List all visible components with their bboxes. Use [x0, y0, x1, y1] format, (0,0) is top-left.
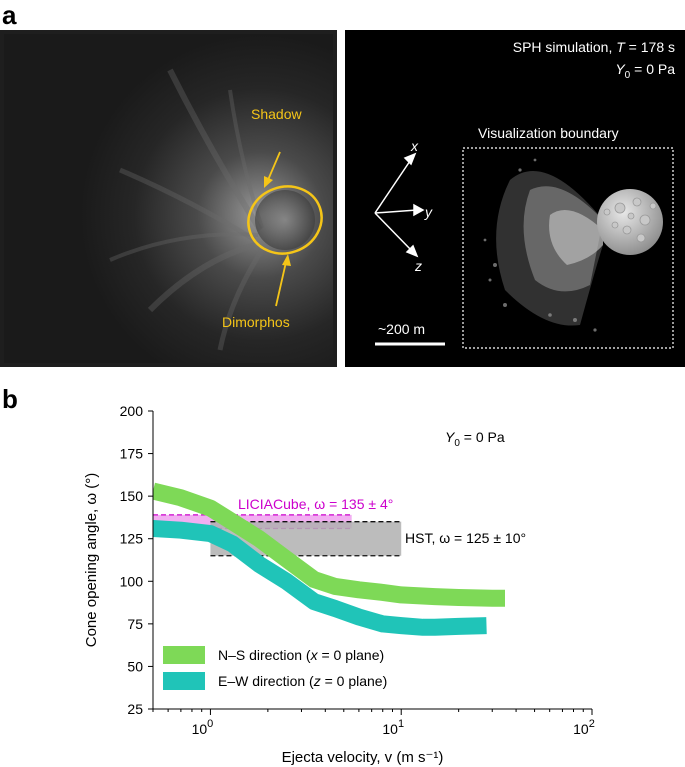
axis-y-label: y: [424, 204, 433, 220]
dimorphos-outline: [247, 185, 323, 255]
dimorphos-label: Dimorphos: [222, 314, 290, 330]
y-tick-label: 100: [120, 573, 144, 589]
legend-swatch-ns: [163, 646, 205, 664]
x-tick-label: 100: [192, 718, 214, 737]
panel-b-letter: b: [2, 384, 18, 414]
cone-angle-chart: 200 175 150 125 100 75 50 25 100 101 102 Cone open…: [83, 403, 595, 766]
observation-image-panel: Shadow Dimorphos: [0, 30, 337, 367]
dimorphos-body: [255, 190, 315, 250]
visualization-boundary-label: Visualization boundary: [478, 125, 619, 141]
legend-label-ew: E–W direction (z = 0 plane): [218, 673, 387, 689]
dimorphos-craters: [603, 197, 657, 243]
strength-annotation: Y0 = 0 Pa: [445, 429, 505, 449]
axis-z-label: z: [414, 258, 422, 274]
y-tick-label: 125: [120, 531, 144, 547]
y-tick-label: 25: [127, 701, 143, 717]
y-tick-label: 175: [120, 446, 144, 462]
y-axis-label: Cone opening angle, ω (°): [83, 473, 100, 648]
dimorphos-model: [597, 189, 663, 255]
observation-image: Shadow Dimorphos: [0, 30, 337, 367]
simulation-title: SPH simulation, T = 178 s: [513, 39, 675, 55]
axes: 200 175 150 125 100 75 50 25 100 101 102: [120, 403, 595, 737]
shadow-label: Shadow: [251, 106, 302, 122]
hst-label: HST, ω = 125 ± 10°: [405, 530, 526, 546]
x-axis-label: Ejecta velocity, v (m s⁻¹): [282, 749, 444, 766]
series-ns-line: [153, 482, 505, 607]
axes-triad: [374, 152, 425, 258]
legend: N–S direction (x = 0 plane) E–W direction…: [163, 646, 387, 690]
simulation-image-panel: SPH simulation, T = 178 s Y0 = 0 Pa Visu…: [345, 30, 685, 367]
shadow-arrow-head: [264, 176, 273, 188]
x-tick-label: 102: [573, 718, 595, 737]
simulation-image: SPH simulation, T = 178 s Y0 = 0 Pa Visu…: [345, 30, 685, 367]
legend-swatch-ew: [163, 672, 205, 690]
y-tick-label: 200: [120, 403, 144, 419]
series-layer: [153, 482, 505, 636]
series-ew-line: [153, 520, 487, 636]
y-tick-label: 150: [120, 488, 144, 504]
y-tick-label: 50: [127, 658, 143, 674]
visualization-boundary: [462, 147, 674, 349]
liciacube-label: LICIACube, ω = 135 ± 4°: [238, 496, 393, 512]
dimorphos-arrow-line: [275, 261, 287, 307]
scale-bar-label: ~200 m: [378, 321, 425, 337]
x-tick-label: 101: [382, 718, 404, 737]
simulation-strength: Y0 = 0 Pa: [615, 61, 675, 81]
y-tick-label: 75: [127, 616, 143, 632]
axis-x-label: x: [410, 138, 419, 154]
shadow-arrow-line: [267, 151, 281, 181]
ejecta-plume: [483, 158, 603, 332]
dimorphos-arrow-head: [282, 254, 291, 266]
legend-label-ns: N–S direction (x = 0 plane): [218, 647, 384, 663]
panel-a-letter: a: [2, 0, 17, 30]
